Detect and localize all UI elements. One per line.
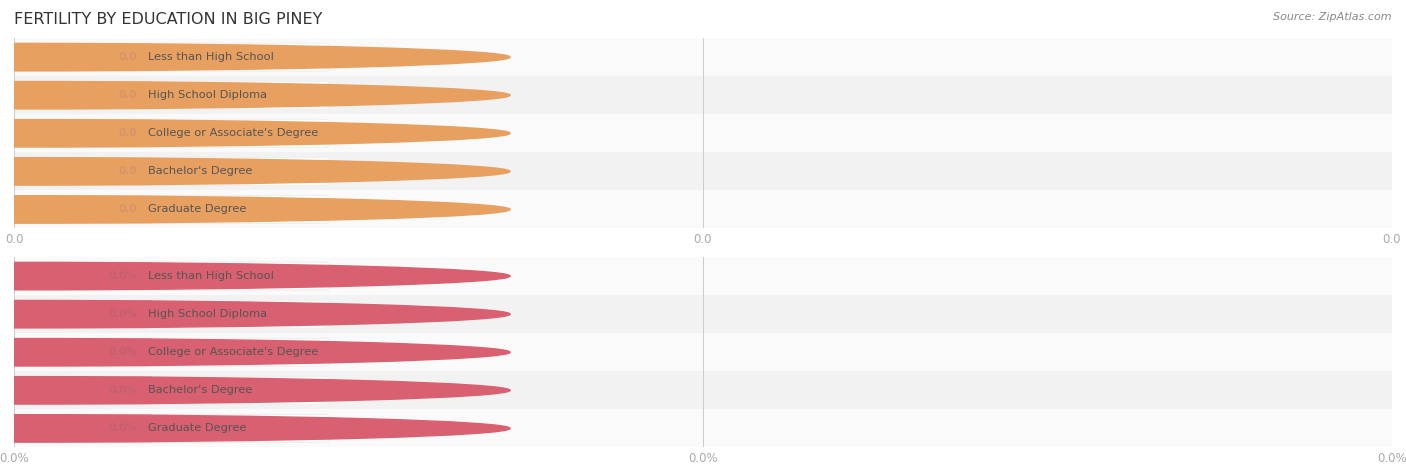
Bar — [14, 152, 1392, 190]
FancyBboxPatch shape — [3, 119, 328, 147]
Circle shape — [0, 158, 510, 185]
FancyBboxPatch shape — [3, 262, 152, 290]
FancyBboxPatch shape — [3, 338, 152, 366]
Text: Bachelor's Degree: Bachelor's Degree — [148, 385, 252, 396]
Circle shape — [0, 81, 510, 109]
FancyBboxPatch shape — [3, 119, 152, 147]
FancyBboxPatch shape — [3, 196, 152, 223]
FancyBboxPatch shape — [3, 415, 152, 442]
Text: Source: ZipAtlas.com: Source: ZipAtlas.com — [1274, 12, 1392, 22]
Circle shape — [0, 262, 510, 290]
Bar — [14, 295, 1392, 333]
FancyBboxPatch shape — [3, 43, 152, 71]
Text: Bachelor's Degree: Bachelor's Degree — [148, 166, 252, 177]
FancyBboxPatch shape — [3, 43, 328, 71]
Text: 0.0%: 0.0% — [108, 347, 138, 357]
Text: Less than High School: Less than High School — [148, 52, 274, 62]
Circle shape — [0, 196, 510, 223]
Bar — [14, 371, 1392, 409]
FancyBboxPatch shape — [3, 81, 152, 109]
Bar — [14, 409, 1392, 447]
Bar — [14, 114, 1392, 152]
FancyBboxPatch shape — [3, 377, 328, 404]
Text: 0.0: 0.0 — [118, 204, 138, 215]
Text: 0.0%: 0.0% — [108, 423, 138, 434]
Circle shape — [0, 43, 510, 71]
Text: 0.0: 0.0 — [118, 90, 138, 100]
FancyBboxPatch shape — [3, 338, 328, 366]
FancyBboxPatch shape — [3, 81, 328, 109]
Text: 0.0: 0.0 — [118, 166, 138, 177]
Text: 0.0%: 0.0% — [108, 271, 138, 281]
FancyBboxPatch shape — [3, 158, 328, 185]
Text: 0.0: 0.0 — [118, 128, 138, 139]
Bar — [14, 257, 1392, 295]
Bar — [14, 190, 1392, 228]
FancyBboxPatch shape — [3, 377, 152, 404]
FancyBboxPatch shape — [3, 158, 152, 185]
Text: 0.0%: 0.0% — [108, 385, 138, 396]
Text: High School Diploma: High School Diploma — [148, 90, 267, 100]
FancyBboxPatch shape — [3, 300, 152, 328]
Text: High School Diploma: High School Diploma — [148, 309, 267, 319]
Text: College or Associate's Degree: College or Associate's Degree — [148, 128, 318, 139]
Circle shape — [0, 377, 510, 404]
Circle shape — [0, 338, 510, 366]
Bar — [14, 333, 1392, 371]
Circle shape — [0, 119, 510, 147]
Bar — [14, 76, 1392, 114]
Text: Graduate Degree: Graduate Degree — [148, 423, 246, 434]
FancyBboxPatch shape — [3, 262, 328, 290]
Text: College or Associate's Degree: College or Associate's Degree — [148, 347, 318, 357]
Circle shape — [0, 415, 510, 442]
Text: 0.0: 0.0 — [118, 52, 138, 62]
Text: 0.0%: 0.0% — [108, 309, 138, 319]
Bar — [14, 38, 1392, 76]
FancyBboxPatch shape — [3, 415, 328, 442]
Text: FERTILITY BY EDUCATION IN BIG PINEY: FERTILITY BY EDUCATION IN BIG PINEY — [14, 12, 322, 27]
Circle shape — [0, 300, 510, 328]
Text: Graduate Degree: Graduate Degree — [148, 204, 246, 215]
Text: Less than High School: Less than High School — [148, 271, 274, 281]
FancyBboxPatch shape — [3, 196, 328, 223]
FancyBboxPatch shape — [3, 300, 328, 328]
